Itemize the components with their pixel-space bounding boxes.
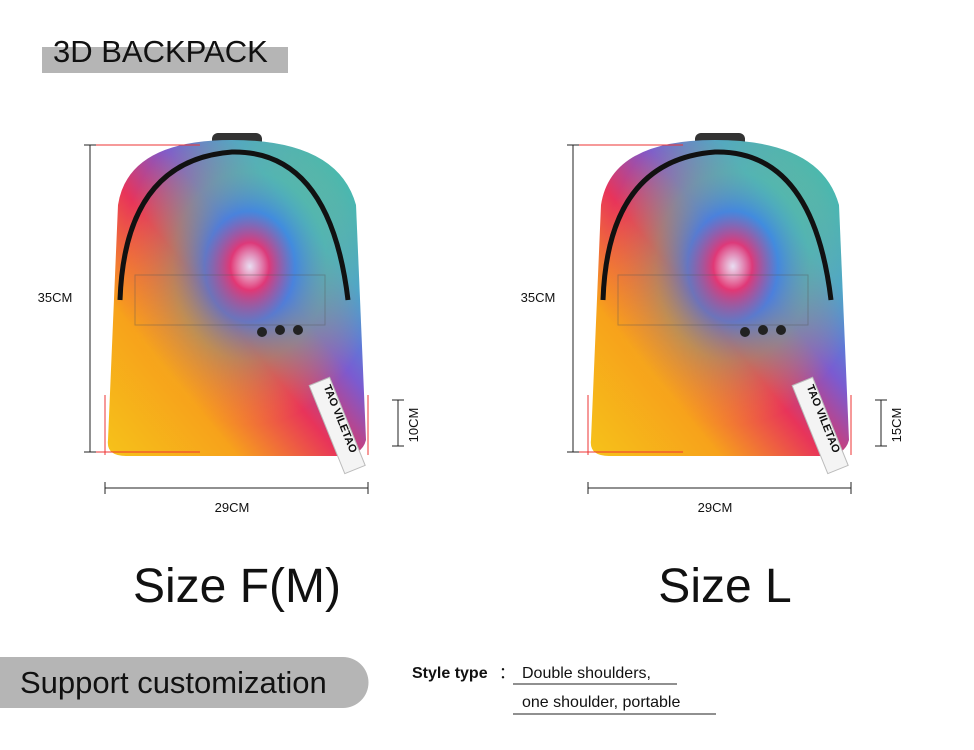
- backpack-left: [84, 133, 404, 494]
- backpack-right: [567, 133, 887, 494]
- width-label: 29CM: [698, 500, 733, 515]
- style-line: one shoulder, portable: [522, 694, 680, 711]
- title: 3D BACKPACK: [53, 34, 268, 69]
- depth-label: 10CM: [406, 408, 421, 443]
- size-label: Size F(M): [133, 560, 341, 613]
- style-label: Style type: [412, 665, 488, 682]
- height-label: 35CM: [38, 290, 73, 305]
- title-bar: [42, 47, 288, 73]
- size-label: Size L: [658, 560, 791, 613]
- height-label: 35CM: [521, 290, 556, 305]
- separator: ：: [499, 665, 515, 682]
- width-label: 29CM: [215, 500, 250, 515]
- style-line: Double shoulders,: [522, 665, 651, 682]
- depth-label: 15CM: [889, 408, 904, 443]
- badge-text: Support customization: [20, 665, 327, 700]
- badge: [0, 657, 369, 708]
